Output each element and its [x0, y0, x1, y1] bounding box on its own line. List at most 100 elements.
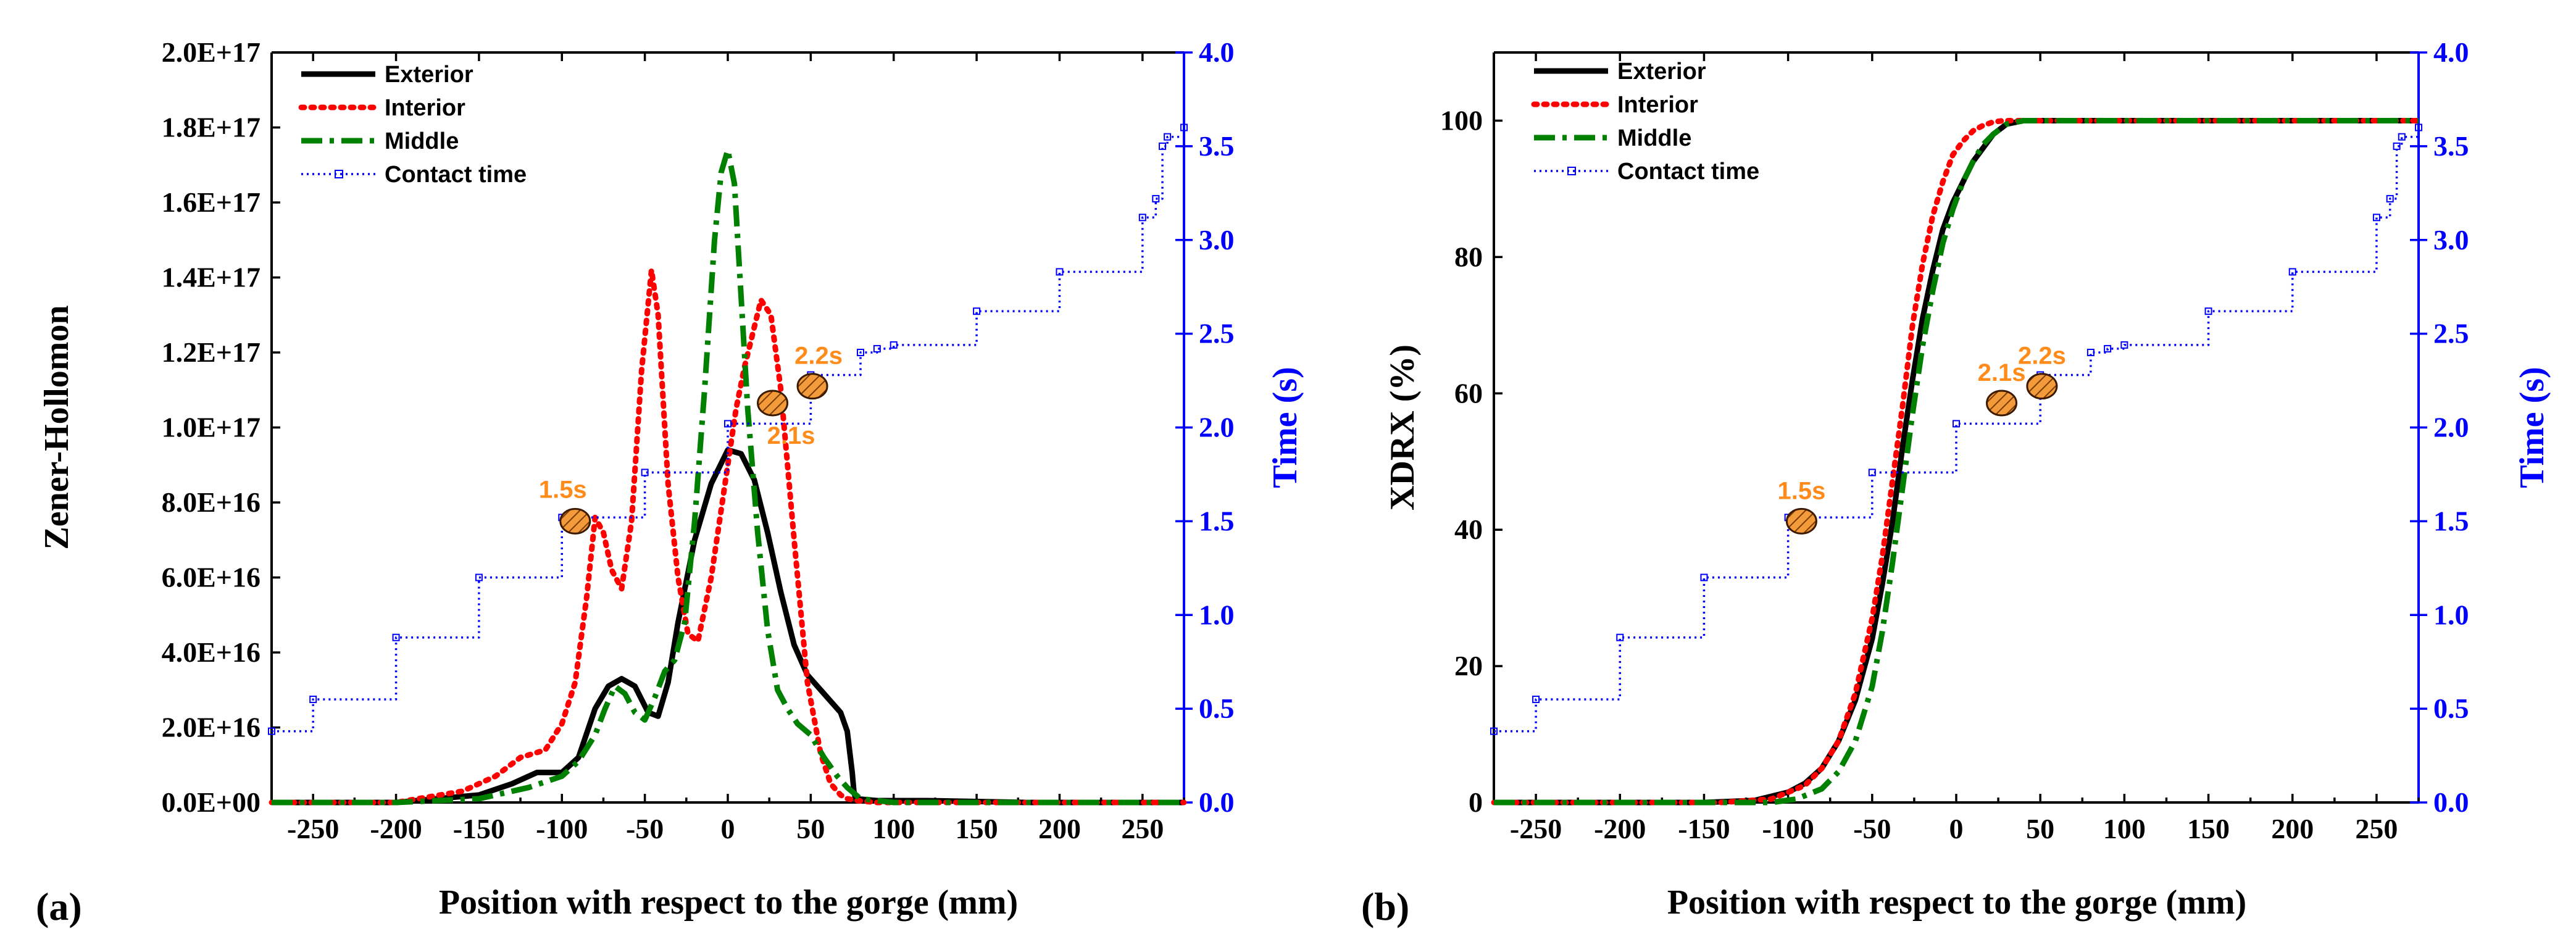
y2-tick-label: 1.5: [1199, 505, 1235, 536]
series-line-middle: [272, 147, 1184, 806]
contact-time-marker: [309, 695, 317, 703]
y2-tick-label: 4.0: [1199, 36, 1235, 68]
contact-time-marker: [2086, 349, 2095, 356]
y-tick-label: 1.8E+17: [162, 112, 261, 143]
legend-label: Exterior: [385, 62, 473, 88]
contact-time-marker: [1056, 268, 1064, 276]
x-tick-label: -200: [370, 813, 422, 844]
y2-tick-label: 4.0: [2433, 36, 2469, 68]
contact-time-marker: [2288, 268, 2296, 276]
contact-time-marker: [1616, 633, 1624, 641]
contact-time-marker: [1490, 727, 1498, 735]
contact-time-marker: [2393, 142, 2401, 150]
contact-time-marker: [873, 344, 881, 352]
x-tick-label: -100: [1762, 813, 1814, 844]
annotation-marker: [757, 390, 789, 417]
y2-tick-label: 1.5: [2433, 505, 2469, 536]
y2-tick-label: 3.0: [2433, 224, 2469, 256]
contact-time-marker: [724, 420, 732, 428]
x-tick-label: 50: [796, 813, 825, 844]
y2-axis-title: Time (s): [1266, 367, 1304, 488]
x-tick-label: -50: [1853, 813, 1891, 844]
annotation-label: 1.5s: [539, 476, 587, 503]
y-tick-label: 40: [1454, 514, 1483, 545]
contact-time-marker: [1532, 695, 1540, 703]
legend-label: Exterior: [1617, 59, 1706, 85]
series-line-interior: [1491, 117, 2422, 806]
x-tick-label: -150: [1678, 813, 1730, 844]
x-tick-label: 50: [2026, 813, 2054, 844]
series-line-contact-time: [272, 127, 1185, 733]
panel-a: -250 -200 -150 -100 -50 0 50 100 150 200 250 0.0E+0…: [36, 36, 1304, 928]
annotation-label: 2.2s: [794, 343, 843, 370]
contact-time-marker: [2372, 214, 2380, 222]
contact-time-marker: [2386, 194, 2394, 202]
panel-label: (b): [1361, 885, 1409, 928]
contact-time-marker: [268, 727, 275, 735]
contact-time-marker: [2415, 123, 2422, 131]
series-line-exterior: [272, 447, 1184, 806]
x-axis-title: Position with respect to the gorge (mm): [1667, 883, 2246, 922]
contact-time-marker: [1180, 123, 1188, 131]
contact-time-marker: [1159, 142, 1167, 150]
y-tick-label: 1.2E+17: [162, 336, 261, 368]
y2-tick-label: 0.0: [1199, 786, 1235, 818]
y2-tick-label: 3.5: [2433, 130, 2469, 162]
y2-tick-label: 1.0: [1199, 599, 1235, 630]
y2-tick-label: 2.5: [1199, 318, 1235, 349]
y-tick-label: 1.0E+17: [162, 412, 261, 443]
x-tick-label: 250: [1121, 813, 1164, 844]
annotation-marker: [796, 373, 828, 400]
y-tick-label: 1.4E+17: [162, 262, 261, 293]
y2-tick-label: 3.0: [1199, 224, 1235, 256]
series-line-contact-time: [1494, 127, 2420, 733]
y-tick-label: 2.0E+17: [162, 36, 261, 68]
annotation-label: 2.1s: [767, 422, 815, 449]
x-tick-label: -150: [453, 813, 505, 844]
x-tick-label: 100: [872, 813, 915, 844]
legend-label: Contact time: [385, 162, 527, 188]
contact-time-marker: [1953, 420, 1960, 428]
x-tick-label: 100: [2103, 813, 2146, 844]
y-axis-title: XDRX (%): [1383, 344, 1422, 510]
contact-time-marker: [973, 307, 981, 315]
contact-time-marker: [856, 349, 864, 356]
annotation-label: 1.5s: [1777, 477, 1825, 504]
annotation-marker: [1785, 507, 1817, 535]
y-tick-label: 8.0E+16: [162, 486, 261, 518]
x-tick-label: 200: [2271, 813, 2314, 844]
panel-label: (a): [36, 885, 82, 928]
y2-tick-label: 0.0: [2433, 786, 2469, 818]
y-tick-label: 100: [1440, 104, 1483, 136]
y-tick-label: 0.0E+00: [162, 786, 261, 818]
contact-time-marker: [641, 469, 649, 477]
y-tick-label: 6.0E+16: [162, 562, 261, 593]
y-tick-label: 1.6E+17: [162, 186, 261, 218]
annotation-marker: [2026, 373, 2058, 400]
panel-b: -250 -200 -150 -100 -50 0 50 100 150 200 250 0 20 40 6…: [1361, 36, 2551, 928]
x-tick-label: 150: [956, 813, 998, 844]
contact-time-marker: [1868, 469, 1876, 477]
annotation-label: 2.2s: [2018, 343, 2066, 370]
annotation-label: 2.1s: [1978, 359, 2026, 386]
y-tick-label: 2.0E+16: [162, 712, 261, 743]
legend-label: Interior: [385, 95, 465, 121]
contact-time-marker: [2120, 341, 2128, 349]
x-tick-label: 250: [2355, 813, 2398, 844]
x-tick-label: -100: [536, 813, 588, 844]
y2-tick-label: 1.0: [2433, 599, 2469, 630]
contact-time-marker: [475, 573, 483, 581]
annotation-marker: [1986, 390, 2018, 417]
contact-time-marker: [2398, 133, 2406, 141]
x-tick-label: 150: [2187, 813, 2230, 844]
contact-time-marker: [1152, 194, 1160, 202]
contact-time-marker: [2104, 344, 2112, 352]
contact-time-marker: [1700, 573, 1708, 581]
y2-tick-label: 2.5: [2433, 318, 2469, 349]
y-tick-label: 60: [1454, 377, 1483, 409]
x-tick-label: 200: [1038, 813, 1081, 844]
legend-marker: [335, 170, 343, 178]
x-tick-label: -250: [287, 813, 339, 844]
legend-label: Middle: [1617, 125, 1691, 151]
